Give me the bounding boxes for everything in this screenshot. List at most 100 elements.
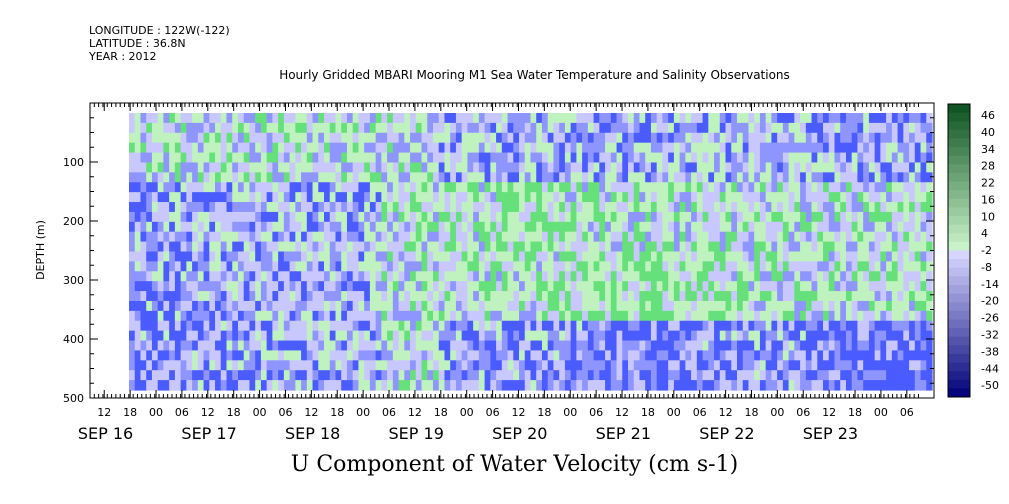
heatmap-cell bbox=[369, 241, 377, 253]
heatmap-cell bbox=[914, 182, 922, 193]
heatmap-cell bbox=[324, 370, 331, 381]
heatmap-cell bbox=[863, 281, 870, 292]
heatmap-cell bbox=[576, 113, 583, 124]
heatmap-cell bbox=[203, 340, 210, 352]
heatmap-cell bbox=[473, 122, 480, 134]
heatmap-cell bbox=[444, 360, 451, 371]
heatmap-cell bbox=[295, 211, 302, 223]
heatmap-cell bbox=[805, 360, 813, 371]
heatmap-cell bbox=[283, 211, 291, 223]
heatmap-cell bbox=[237, 211, 245, 223]
heatmap-cell bbox=[610, 261, 618, 272]
heatmap-cell bbox=[599, 320, 606, 332]
heatmap-cell bbox=[220, 162, 228, 173]
heatmap-cell bbox=[278, 320, 285, 332]
heatmap-cell bbox=[650, 300, 658, 312]
heatmap-cell bbox=[817, 330, 824, 342]
heatmap-cell bbox=[415, 261, 423, 272]
heatmap-cell bbox=[232, 330, 239, 342]
heatmap-cell bbox=[169, 350, 176, 361]
heatmap-cell bbox=[186, 370, 193, 381]
heatmap-cell bbox=[266, 350, 273, 361]
heatmap-cell bbox=[358, 370, 365, 381]
heatmap-cell bbox=[312, 192, 319, 203]
heatmap-cell bbox=[880, 231, 887, 243]
heatmap-cell bbox=[318, 370, 325, 381]
heatmap-cell bbox=[782, 300, 790, 312]
heatmap-cell bbox=[301, 231, 308, 243]
heatmap-cell bbox=[364, 221, 371, 233]
heatmap-cell bbox=[151, 152, 159, 164]
heatmap-cell bbox=[381, 380, 388, 391]
heatmap-cell bbox=[851, 152, 859, 164]
heatmap-cell bbox=[507, 310, 514, 322]
heatmap-cell bbox=[387, 221, 394, 233]
heatmap-cell bbox=[891, 251, 899, 262]
heatmap-cell bbox=[645, 310, 652, 322]
heatmap-cell bbox=[444, 281, 451, 292]
heatmap-cell bbox=[174, 192, 182, 203]
heatmap-cell bbox=[834, 142, 841, 154]
heatmap-cell bbox=[501, 251, 509, 262]
heatmap-cell bbox=[226, 310, 233, 322]
heatmap-cell bbox=[817, 251, 824, 262]
heatmap-cell bbox=[455, 300, 463, 312]
heatmap-cell bbox=[897, 211, 904, 223]
heatmap-cell bbox=[266, 241, 273, 253]
heatmap-cell bbox=[691, 162, 698, 173]
heatmap-cell bbox=[691, 182, 698, 193]
heatmap-cell bbox=[582, 251, 589, 262]
heatmap-cell bbox=[914, 380, 922, 391]
heatmap-cell bbox=[868, 330, 876, 342]
heatmap-cell bbox=[622, 281, 629, 292]
heatmap-cell bbox=[364, 300, 371, 312]
heatmap-cell bbox=[605, 231, 612, 243]
heatmap-cell bbox=[496, 261, 503, 272]
heatmap-cell bbox=[415, 182, 423, 193]
heatmap-cell bbox=[541, 132, 549, 144]
heatmap-cell bbox=[834, 350, 841, 361]
heatmap-cell bbox=[220, 340, 228, 352]
heatmap-cell bbox=[295, 330, 302, 342]
heatmap-cell bbox=[197, 132, 205, 144]
heatmap-cell bbox=[404, 172, 411, 183]
heatmap-cell bbox=[352, 340, 360, 352]
heatmap-cell bbox=[851, 310, 859, 322]
heatmap-cell bbox=[564, 152, 572, 164]
heatmap-cell bbox=[645, 211, 652, 223]
heatmap-cell bbox=[467, 251, 474, 262]
heatmap-cell bbox=[794, 192, 801, 203]
heatmap-cell bbox=[478, 192, 486, 203]
colorbar-label: 28 bbox=[981, 160, 995, 173]
heatmap-cell bbox=[845, 211, 853, 223]
heatmap-cell bbox=[369, 202, 377, 213]
heatmap-cell bbox=[335, 211, 342, 223]
heatmap-cell bbox=[490, 300, 497, 312]
heatmap-cell bbox=[180, 192, 187, 203]
heatmap-cell bbox=[840, 300, 847, 312]
heatmap-cell bbox=[134, 330, 142, 342]
heatmap-cell bbox=[696, 360, 704, 371]
heatmap-cell bbox=[886, 370, 893, 381]
heatmap-cell bbox=[587, 231, 595, 243]
heatmap-cell bbox=[874, 360, 881, 371]
heatmap-cell bbox=[220, 261, 228, 272]
heatmap-cell bbox=[369, 340, 377, 352]
heatmap-cell bbox=[622, 152, 629, 164]
heatmap-cell bbox=[209, 122, 216, 134]
heatmap-cell bbox=[404, 261, 411, 272]
heatmap-cell bbox=[473, 360, 480, 371]
heatmap-cell bbox=[645, 221, 652, 233]
heatmap-cell bbox=[467, 291, 474, 302]
heatmap-cell bbox=[163, 142, 170, 154]
heatmap-cell bbox=[364, 122, 371, 134]
heatmap-cell bbox=[610, 370, 618, 381]
heatmap-cell bbox=[547, 132, 555, 144]
heatmap-cell bbox=[553, 300, 560, 312]
heatmap-cell bbox=[817, 310, 824, 322]
heatmap-cell bbox=[318, 340, 325, 352]
heatmap-cell bbox=[633, 251, 641, 262]
heatmap-cell bbox=[484, 310, 491, 322]
heatmap-cell bbox=[564, 241, 572, 253]
heatmap-cell bbox=[668, 162, 675, 173]
